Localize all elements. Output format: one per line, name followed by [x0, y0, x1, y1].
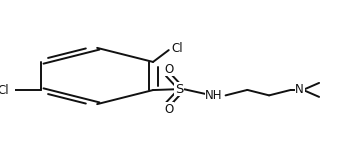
Text: O: O — [164, 63, 173, 76]
Text: S: S — [175, 83, 183, 96]
Text: O: O — [164, 103, 173, 116]
Text: Cl: Cl — [0, 84, 9, 97]
Text: Cl: Cl — [171, 42, 183, 55]
Text: N: N — [295, 83, 304, 96]
Text: NH: NH — [205, 89, 223, 102]
